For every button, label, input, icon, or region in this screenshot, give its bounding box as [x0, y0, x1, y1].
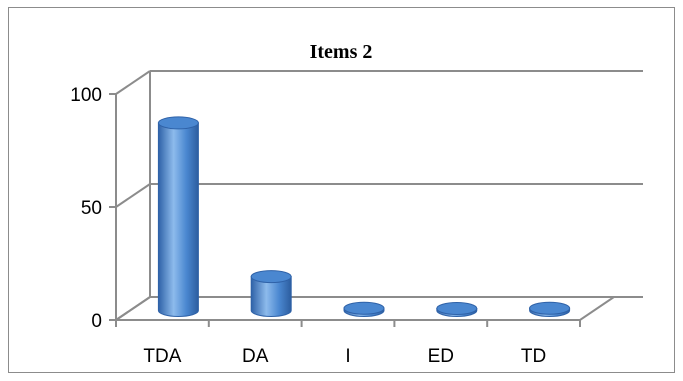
bar-body	[250, 276, 292, 317]
x-tick-label: I	[345, 346, 350, 367]
y-tick-label: 100	[70, 85, 102, 106]
bar	[157, 116, 199, 317]
bar	[343, 301, 385, 317]
chart-title: Items 2	[310, 41, 373, 63]
x-tick-label: TD	[521, 346, 546, 367]
bar-top	[529, 301, 571, 315]
bar-top	[343, 301, 385, 315]
x-tick-label: DA	[242, 346, 269, 367]
bar-top	[157, 116, 199, 130]
bar	[529, 301, 571, 317]
gridline-diagonal	[115, 296, 151, 321]
bar-top	[436, 302, 478, 315]
x-tick-label: TDA	[143, 346, 181, 367]
x-tick-label: ED	[428, 346, 454, 367]
y-tick-label: 0	[91, 311, 102, 332]
bar	[250, 270, 292, 317]
y-tick-label: 50	[81, 198, 102, 219]
bars	[157, 116, 571, 317]
bar-top	[250, 270, 292, 284]
bar-body	[157, 122, 199, 317]
tick-labels: 0 50 100 TDA DA I ED TD	[70, 85, 546, 367]
axes	[109, 70, 643, 327]
bar	[436, 302, 478, 317]
gridline-diagonal	[115, 183, 151, 208]
gridline-diagonal	[115, 70, 151, 95]
